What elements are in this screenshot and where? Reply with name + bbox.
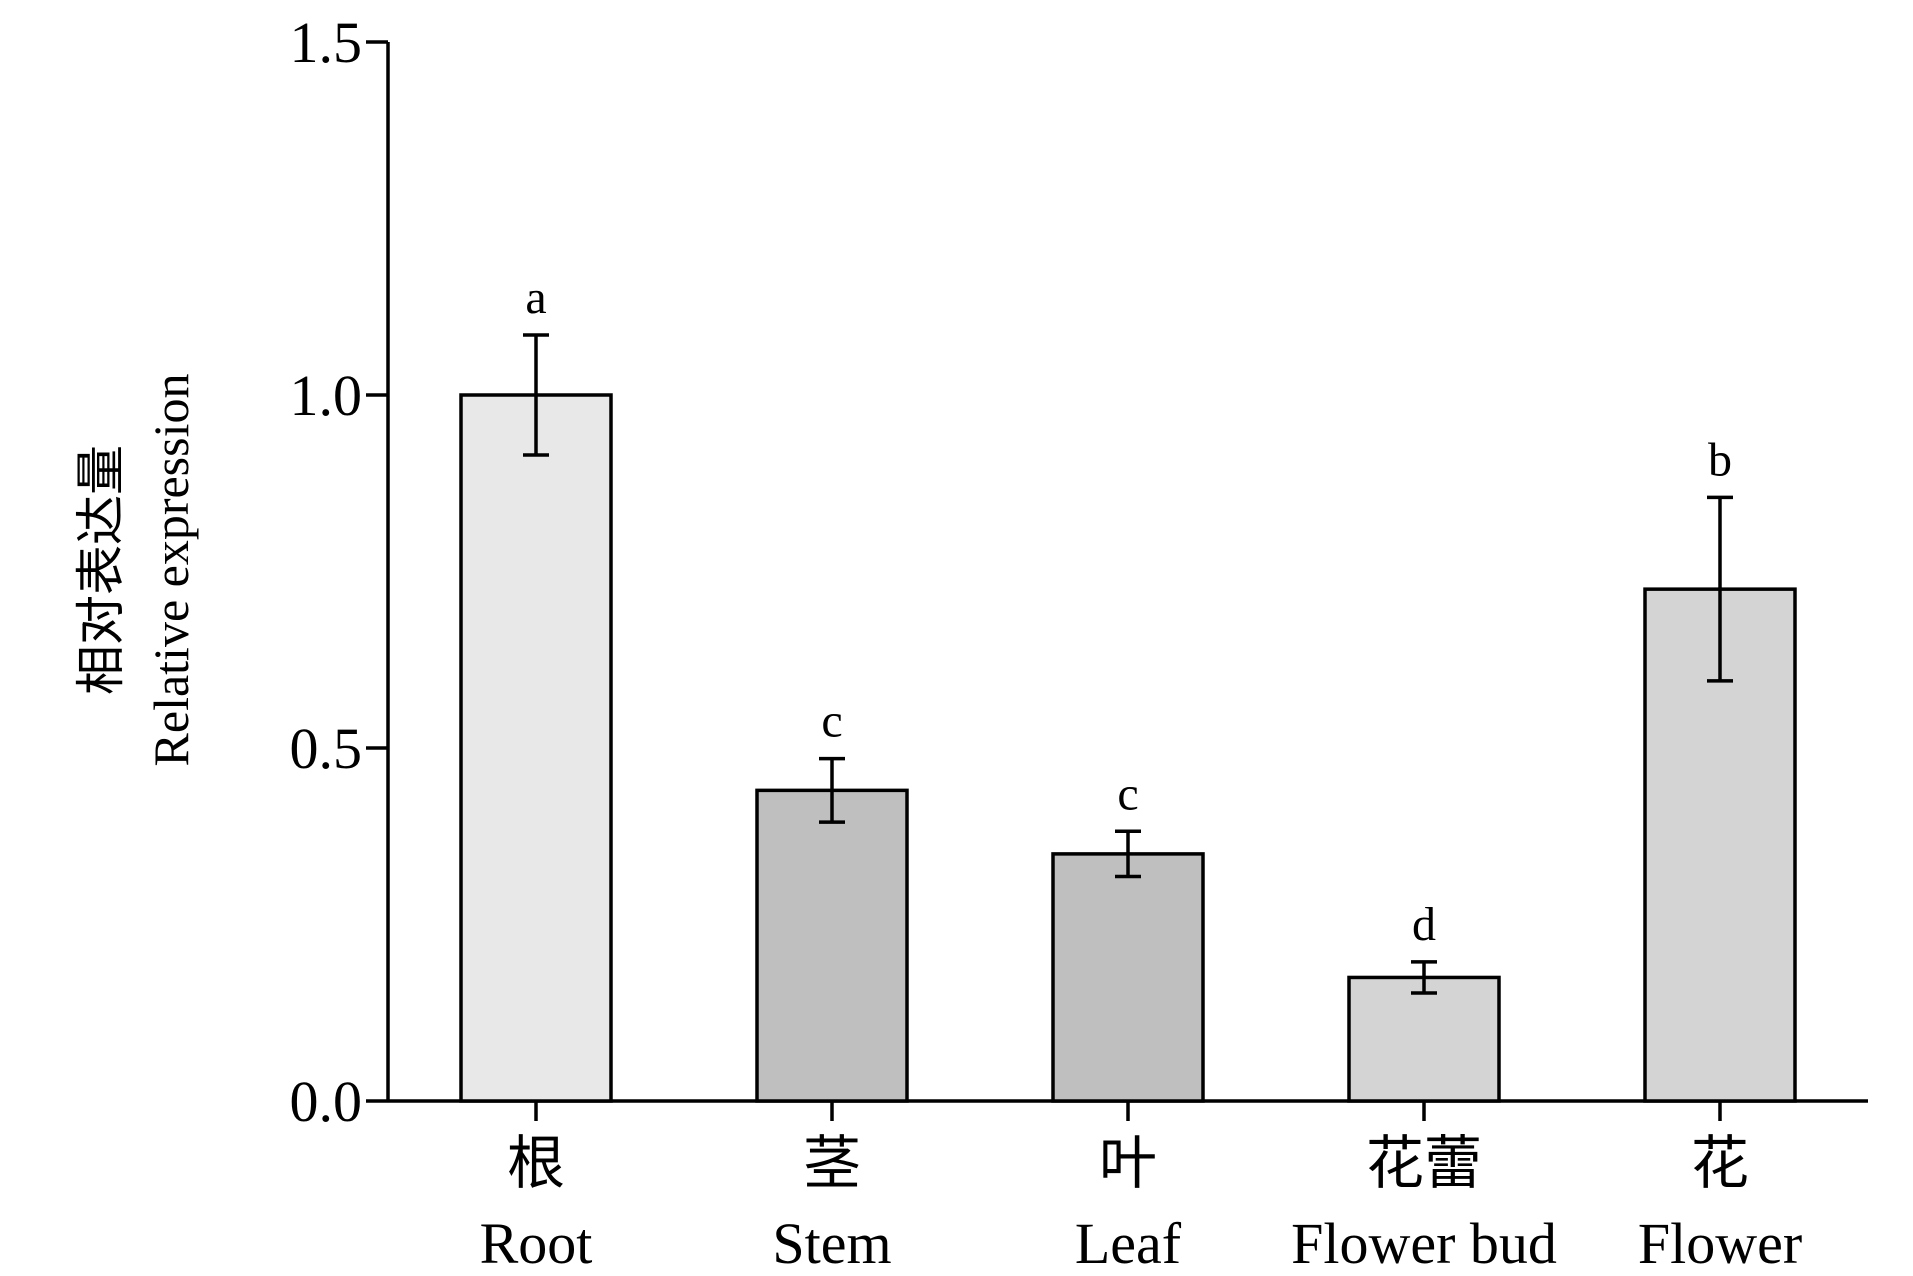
y-axis-label-zh: 相对表达量 <box>73 445 129 695</box>
y-tick-label: 1.5 <box>290 10 363 75</box>
y-tick-label: 1.0 <box>290 363 363 428</box>
error-bar <box>1707 495 1733 683</box>
bar-flower-bud <box>1347 975 1501 1103</box>
x-tick-label-en: Stem <box>772 1211 891 1276</box>
significance-label: c <box>821 695 842 748</box>
y-axis-label-group: 相对表达量 Relative expression <box>73 374 199 767</box>
error-bar <box>1115 829 1141 879</box>
error-bars <box>523 333 1733 995</box>
category-labels: 根 Root 茎 Stem 叶 Leaf 花蕾 Flower bud 花 Flower <box>480 1131 1803 1276</box>
significance-labels: a c c d b <box>525 271 1732 951</box>
x-tick-label-en: Root <box>480 1211 593 1276</box>
bar-stem <box>755 788 909 1103</box>
significance-label: d <box>1412 898 1436 951</box>
x-tick-label-en: Flower <box>1638 1211 1802 1276</box>
x-tick-label-zh: 茎 <box>803 1131 861 1196</box>
y-tick-label: 0.5 <box>290 716 363 781</box>
y-axis-label-en: Relative expression <box>143 374 199 767</box>
x-tick-label-zh: 花蕾 <box>1366 1131 1482 1196</box>
x-tick-label-zh: 花 <box>1691 1131 1749 1196</box>
error-bar <box>819 756 845 824</box>
y-axis: 0.0 0.5 1.0 1.5 <box>290 10 390 1134</box>
significance-label: b <box>1708 433 1732 486</box>
bars <box>459 393 1797 1103</box>
error-bar <box>1411 960 1437 995</box>
x-tick-label-zh: 根 <box>507 1131 565 1196</box>
x-tick-label-en: Flower bud <box>1291 1211 1557 1276</box>
x-tick-label-en: Leaf <box>1075 1211 1182 1276</box>
x-axis <box>388 1099 1868 1121</box>
y-tick-label: 0.0 <box>290 1069 363 1134</box>
x-tick-label-zh: 叶 <box>1099 1131 1157 1196</box>
significance-label: c <box>1117 767 1138 820</box>
bar-root <box>459 393 613 1103</box>
significance-label: a <box>525 271 546 324</box>
bar-leaf <box>1051 852 1205 1103</box>
error-bar <box>523 333 549 457</box>
